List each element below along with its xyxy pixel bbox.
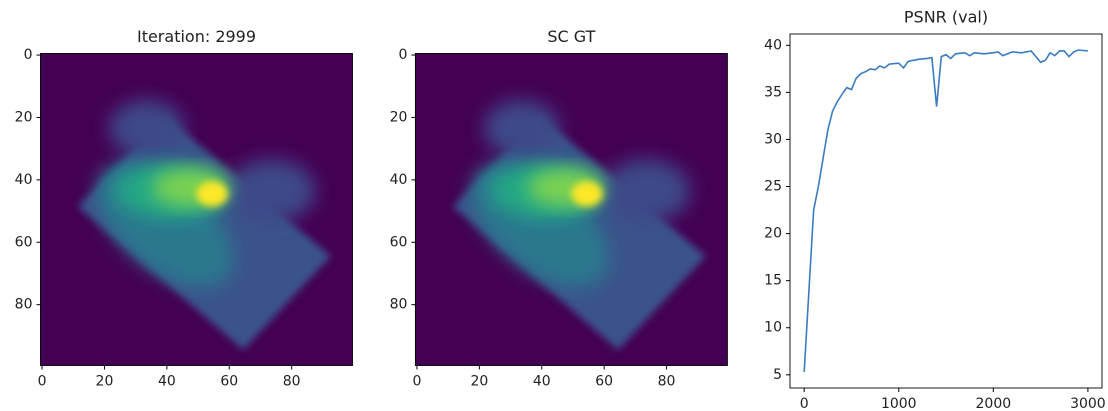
x-tick-label: 80	[283, 374, 301, 390]
y-tick-label: 0	[398, 47, 407, 63]
heatmap-image	[41, 54, 353, 366]
x-tick-label: 0	[800, 396, 809, 411]
y-tick-label: 20	[764, 226, 782, 242]
heatmap-image	[415, 54, 727, 366]
chart-title: Iteration: 2999	[137, 27, 256, 46]
y-tick-label: 0	[24, 47, 33, 63]
x-tick-label: 60	[595, 374, 613, 390]
x-tick-label: 40	[158, 374, 176, 390]
x-tick-label: 3000	[1070, 396, 1106, 411]
x-tick-label: 40	[533, 374, 551, 390]
y-tick-label: 40	[764, 37, 782, 53]
x-tick-label: 0	[38, 374, 47, 390]
y-tick-label: 20	[390, 109, 408, 125]
line-series	[803, 49, 1088, 373]
y-tick-label: 80	[390, 297, 408, 313]
axes-frame	[789, 33, 1103, 389]
axes-frame	[414, 53, 728, 366]
chart-title: SC GT	[547, 27, 595, 46]
axes-frame	[40, 53, 353, 366]
y-tick-label: 60	[390, 234, 408, 250]
y-tick-label: 40	[390, 172, 408, 188]
y-tick-label: 20	[15, 109, 33, 125]
chart-title: PSNR (val)	[904, 8, 988, 27]
y-tick-label: 15	[764, 273, 782, 289]
y-tick-label: 35	[764, 84, 782, 100]
y-tick-label: 10	[764, 320, 782, 336]
x-tick-label: 20	[470, 374, 488, 390]
y-tick-label: 5	[773, 367, 782, 383]
y-tick-label: 25	[764, 179, 782, 195]
x-tick-label: 20	[96, 374, 114, 390]
x-tick-label: 60	[220, 374, 238, 390]
y-tick-label: 40	[15, 172, 33, 188]
y-tick-label: 60	[15, 234, 33, 250]
y-tick-label: 30	[764, 131, 782, 147]
x-tick-label: 80	[658, 374, 676, 390]
x-tick-label: 2000	[976, 396, 1012, 411]
x-tick-label: 1000	[881, 396, 917, 411]
x-tick-label: 0	[412, 374, 421, 390]
y-tick-label: 80	[15, 297, 33, 313]
